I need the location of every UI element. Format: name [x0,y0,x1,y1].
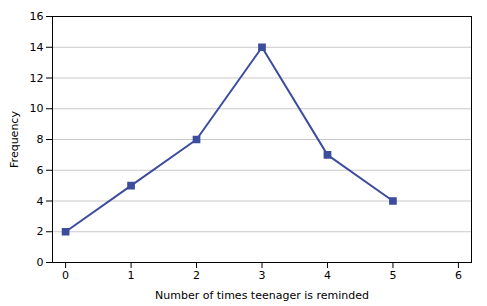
svg-text:1: 1 [128,269,135,282]
svg-text:2: 2 [193,269,200,282]
svg-text:4: 4 [37,195,44,208]
svg-text:8: 8 [37,133,44,146]
svg-text:16: 16 [30,10,44,23]
svg-text:Number of times teenager is re: Number of times teenager is reminded [155,289,369,302]
svg-text:6: 6 [455,269,462,282]
svg-text:3: 3 [259,269,266,282]
svg-text:5: 5 [389,269,396,282]
svg-text:12: 12 [30,72,44,85]
svg-text:Frequency: Frequency [8,111,21,168]
svg-text:0: 0 [37,256,44,269]
svg-text:2: 2 [37,225,44,238]
svg-text:10: 10 [30,102,44,115]
svg-text:4: 4 [324,269,331,282]
svg-text:0: 0 [62,269,69,282]
svg-text:6: 6 [37,164,44,177]
svg-text:14: 14 [30,41,44,54]
